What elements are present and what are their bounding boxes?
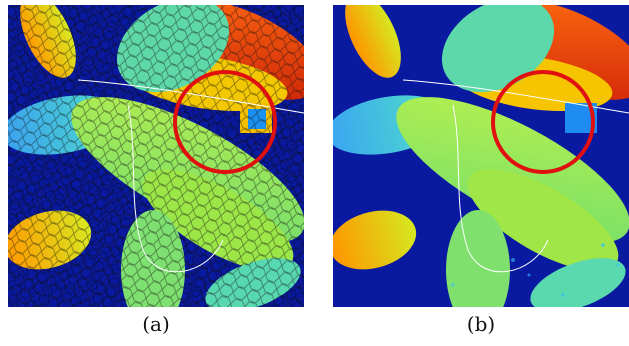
panel-b-image (333, 5, 629, 307)
panel-a-image (8, 5, 304, 307)
panel-b-heatmap (333, 5, 629, 307)
panel-a-heatmap (8, 5, 304, 307)
red-circle-marker-icon (491, 70, 595, 174)
caption-a: (a) (142, 312, 170, 336)
caption-b: (b) (466, 312, 496, 336)
red-circle-marker-icon (173, 70, 277, 174)
